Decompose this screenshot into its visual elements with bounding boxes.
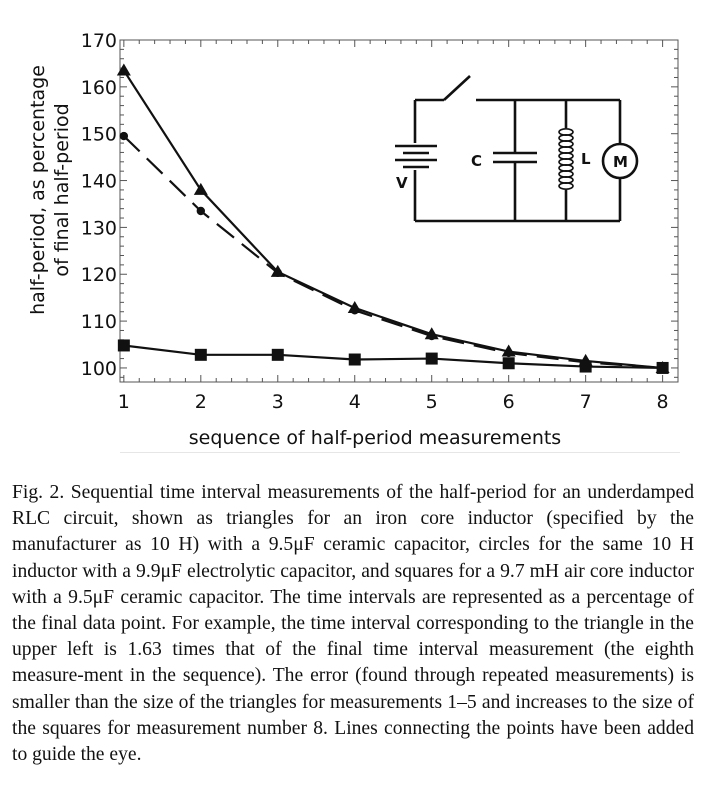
x-tick-label: 7	[580, 391, 592, 413]
chart: 100 110 120 130 140 150 160 170 1 2 3 4 5 6 7 8 half-pe…	[27, 30, 679, 449]
tick-marks	[120, 39, 679, 382]
data-point-circle	[427, 331, 436, 341]
y-tick-label: 150	[81, 124, 117, 146]
figure: 100 110 120 130 140 150 160 170 1 2 3 4 5 6 7 8 half-pe…	[27, 30, 679, 449]
figure-caption: Fig. 2. Sequential time interval measure…	[12, 482, 694, 766]
data-point-triangle	[193, 182, 208, 195]
meter-label: M	[613, 153, 628, 171]
series-line-circle	[123, 135, 663, 370]
y-axis-label-line1: half-period, as percentage	[27, 65, 49, 315]
data-point-circle	[504, 348, 513, 358]
x-tick-label: 2	[195, 391, 207, 413]
y-tick-label: 130	[81, 217, 117, 239]
data-point-square	[425, 352, 438, 365]
data-point-triangle	[116, 63, 131, 76]
tick-labels: 100 110 120 130 140 150 160 170 1 2 3 4 5 6 7 8	[81, 30, 669, 413]
data-point-circle	[273, 268, 282, 278]
battery-label: V	[396, 174, 408, 192]
data-point-circle	[119, 131, 129, 141]
data-point-square	[348, 353, 361, 366]
data-point-square	[656, 361, 669, 374]
x-tick-label: 6	[503, 391, 515, 413]
capacitor-label: C	[471, 152, 482, 170]
x-tick-label: 4	[349, 391, 361, 413]
data-point-square	[117, 339, 130, 352]
y-axis-label-line2: of final half-period	[51, 103, 73, 276]
inductor-label: L	[581, 150, 591, 168]
series-markers	[116, 63, 670, 374]
x-tick-label: 5	[426, 391, 438, 413]
x-axis-label: sequence of half-period measurements	[189, 427, 561, 449]
y-tick-label: 110	[81, 311, 117, 333]
series-line-triangle	[122, 69, 663, 370]
y-tick-label: 160	[81, 77, 117, 99]
meter-circle	[601, 142, 639, 180]
y-tick-label: 170	[81, 30, 117, 52]
data-point-circle	[196, 206, 206, 216]
x-tick-label: 3	[272, 391, 284, 413]
x-tick-label: 1	[118, 391, 130, 413]
y-tick-label: 100	[81, 358, 117, 380]
plot-frame	[119, 39, 679, 383]
y-tick-label: 120	[81, 264, 117, 286]
data-point-circle	[350, 306, 359, 315]
inductor-coil	[558, 128, 574, 191]
switch-lever	[443, 75, 471, 101]
data-point-square	[579, 360, 592, 373]
series-lines	[122, 69, 663, 370]
data-point-square	[271, 348, 284, 361]
y-tick-label: 140	[81, 171, 117, 193]
circuit-diagram	[395, 75, 639, 223]
x-tick-label: 8	[657, 391, 669, 413]
data-point-square	[502, 357, 515, 370]
series-line-square	[123, 344, 663, 370]
separator	[120, 452, 680, 453]
data-point-square	[194, 348, 207, 361]
